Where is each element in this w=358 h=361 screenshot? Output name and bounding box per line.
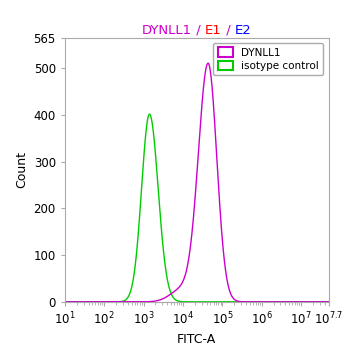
X-axis label: FITC-A: FITC-A — [177, 333, 216, 346]
Y-axis label: Count: Count — [15, 151, 28, 188]
Text: /: / — [222, 24, 235, 37]
Text: DYNLL1: DYNLL1 — [142, 24, 192, 37]
Text: E2: E2 — [235, 24, 252, 37]
Text: E1: E1 — [205, 24, 222, 37]
Legend: DYNLL1, isotype control: DYNLL1, isotype control — [213, 43, 323, 75]
Text: /: / — [192, 24, 205, 37]
